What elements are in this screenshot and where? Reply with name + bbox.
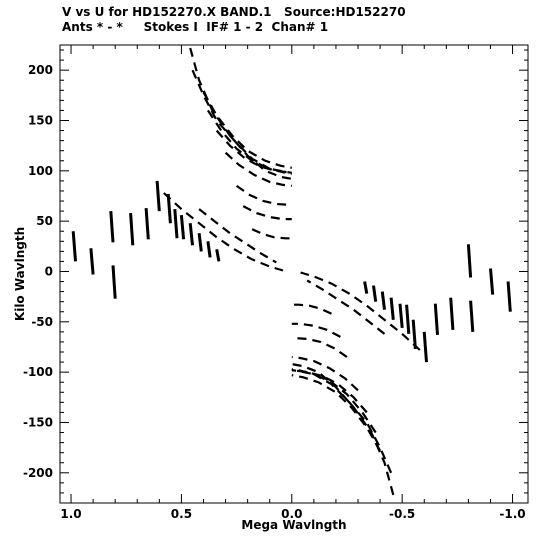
- plot-frame: [59, 44, 529, 504]
- uv-track: [71, 231, 77, 262]
- uv-track-conjugate: [411, 319, 417, 350]
- uv-track-conjugate: [380, 291, 386, 310]
- uv-track-conjugate: [422, 331, 428, 363]
- uv-track: [129, 212, 135, 246]
- uv-track-conjugate: [449, 297, 455, 331]
- y-tick-label: -100: [23, 365, 53, 379]
- uv-track-conjugate: [291, 369, 377, 434]
- x-tick-label: 0.5: [171, 507, 192, 521]
- x-tick-label: -0.5: [389, 507, 415, 521]
- uv-track: [215, 249, 221, 262]
- uv-tracks: [71, 47, 512, 496]
- uv-track: [189, 47, 292, 180]
- y-tick-label: 150: [28, 113, 53, 127]
- uv-track: [224, 151, 292, 187]
- uv-track-conjugate: [291, 368, 393, 474]
- uv-track-conjugate: [291, 336, 348, 358]
- uv-track: [215, 129, 292, 174]
- uv-track-conjugate: [300, 271, 421, 351]
- uv-track: [89, 248, 95, 275]
- uv-track: [111, 265, 117, 299]
- uv-track-conjugate: [291, 303, 332, 315]
- x-tick-labels: 1.0 0.5 0.0 -0.5 -1.0: [60, 507, 525, 521]
- uv-track-conjugate: [372, 285, 378, 302]
- uv-track: [144, 207, 150, 240]
- chart-title: V vs U for HD152270.X BAND.1 Source:HD15…: [62, 5, 406, 19]
- uv-track-conjugate: [398, 303, 404, 329]
- y-tick-label: 200: [28, 63, 53, 77]
- y-tick-label: -150: [23, 415, 53, 429]
- y-tick-label: -200: [23, 466, 53, 480]
- x-tick-label: 1.0: [60, 507, 81, 521]
- uv-track-conjugate: [466, 244, 473, 278]
- uv-track-conjugate: [306, 279, 386, 335]
- uv-track: [163, 192, 284, 272]
- uv-track: [109, 210, 115, 243]
- uv-track-conjugate: [291, 355, 359, 392]
- uv-track: [206, 109, 292, 174]
- uv-track: [166, 193, 172, 224]
- uv-track-conjugate: [291, 363, 395, 496]
- uv-track-conjugate: [291, 322, 341, 338]
- y-tick-labels: 200 150 100 50 0 -50 -100 -150 -200: [23, 63, 53, 480]
- uv-track-conjugate: [405, 304, 411, 335]
- axis-ticks: [60, 45, 528, 503]
- y-tick-label: -50: [31, 315, 53, 329]
- uv-track: [179, 214, 186, 240]
- uv-track: [202, 91, 292, 169]
- uv-track: [198, 208, 277, 264]
- uv-track: [155, 180, 161, 212]
- uv-track-conjugate: [291, 374, 382, 452]
- y-tick-label: 100: [28, 164, 53, 178]
- uv-track-conjugate: [489, 268, 495, 295]
- x-tick-label: -1.0: [499, 507, 525, 521]
- uv-track: [188, 223, 194, 246]
- uv-track-conjugate: [433, 303, 439, 336]
- uv-track: [242, 205, 292, 221]
- uv-track: [197, 233, 203, 252]
- uv-track-conjugate: [291, 369, 368, 414]
- uv-track: [235, 184, 292, 207]
- x-axis-label: Mega Wavlngth: [241, 518, 346, 532]
- uv-track: [251, 228, 292, 240]
- uv-track: [206, 241, 212, 258]
- uv-track-conjugate: [389, 297, 395, 320]
- y-tick-label: 0: [45, 264, 53, 278]
- uv-track: [173, 208, 179, 239]
- uv-track-conjugate: [469, 300, 475, 333]
- uv-track-conjugate: [506, 281, 512, 312]
- y-axis-label: Kilo Wavlngth: [13, 227, 27, 321]
- x-tick-label: 0.0: [281, 507, 302, 521]
- y-tick-label: 50: [36, 214, 53, 228]
- chart-subtitle: Ants * - * Stokes I IF# 1 - 2 Chan# 1: [62, 20, 329, 34]
- uv-track-conjugate: [363, 281, 369, 294]
- uv-track: [191, 69, 292, 175]
